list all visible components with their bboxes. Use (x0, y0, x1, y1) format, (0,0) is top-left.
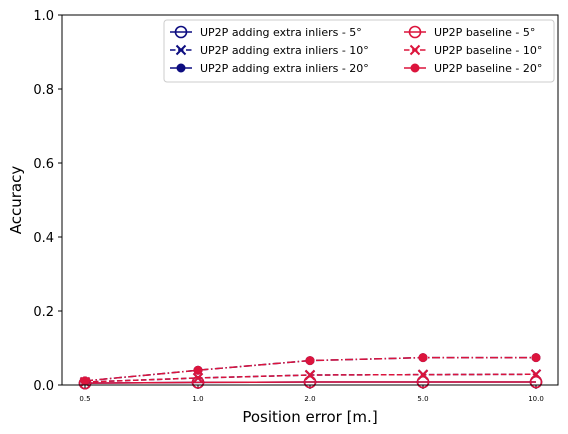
legend-marker (408, 25, 422, 39)
data-point (80, 376, 90, 386)
data-point (417, 369, 429, 380)
legend-label: UP2P adding extra inliers - 5° (200, 26, 362, 39)
legend-entry: UP2P baseline - 20° (404, 62, 542, 75)
legend-label: UP2P baseline - 20° (434, 62, 542, 75)
x-tick-label: 10.0 (528, 395, 544, 403)
data-point (304, 369, 316, 381)
legend-marker (174, 25, 188, 39)
data-point (303, 375, 317, 389)
legend-box (163, 19, 555, 83)
x-tick-label: 2.0 (304, 395, 315, 403)
legend-marker (176, 63, 186, 73)
y-axis-label: Accuracy (7, 166, 25, 235)
legend-label: UP2P adding extra inliers - 20° (200, 62, 369, 75)
plot-frame (61, 14, 559, 386)
legend-entry: UP2P adding extra inliers - 20° (170, 62, 369, 75)
legend-entry: UP2P baseline - 5° (404, 25, 535, 39)
data-point (529, 375, 543, 389)
data-point (305, 356, 315, 366)
legend-entry: UP2P baseline - 10° (404, 44, 542, 57)
legend: UP2P adding extra inliers - 5° UP2P addin… (163, 19, 555, 83)
x-axis-label: Position error [m.] (242, 408, 377, 426)
legend-marker (409, 44, 421, 56)
legend-label: UP2P baseline - 5° (434, 26, 535, 39)
y-tick-label: 0.0 (33, 379, 54, 394)
data-point (193, 365, 203, 375)
data-point (531, 353, 541, 363)
y-tick-labels: 0.0 0.2 0.4 0.6 0.8 1.0 (33, 9, 54, 394)
y-tick-label: 0.4 (33, 231, 54, 246)
x-tick-label: 5.0 (417, 395, 428, 403)
y-tick-label: 0.8 (33, 83, 54, 98)
x-tick-label: 1.0 (192, 395, 203, 403)
y-tick-label: 0.2 (33, 305, 54, 320)
legend-entry: UP2P adding extra inliers - 10° (170, 44, 369, 57)
x-tick-label: 0.5 (79, 395, 90, 403)
legend-entry: UP2P adding extra inliers - 5° (170, 25, 362, 39)
y-tick-label: 0.6 (33, 157, 54, 172)
x-tick-labels: 0.5 1.0 2.0 5.0 10.0 (79, 395, 543, 403)
legend-label: UP2P baseline - 10° (434, 44, 542, 57)
data-point (192, 372, 204, 384)
legend-label: UP2P adding extra inliers - 10° (200, 44, 369, 57)
data-point (530, 369, 542, 380)
legend-marker (175, 44, 187, 56)
legend-marker (410, 63, 420, 73)
series-line (84, 381, 536, 384)
y-tick-label: 1.0 (33, 9, 54, 24)
data-point (416, 375, 430, 389)
series-line (84, 356, 536, 382)
data-point (418, 353, 428, 363)
